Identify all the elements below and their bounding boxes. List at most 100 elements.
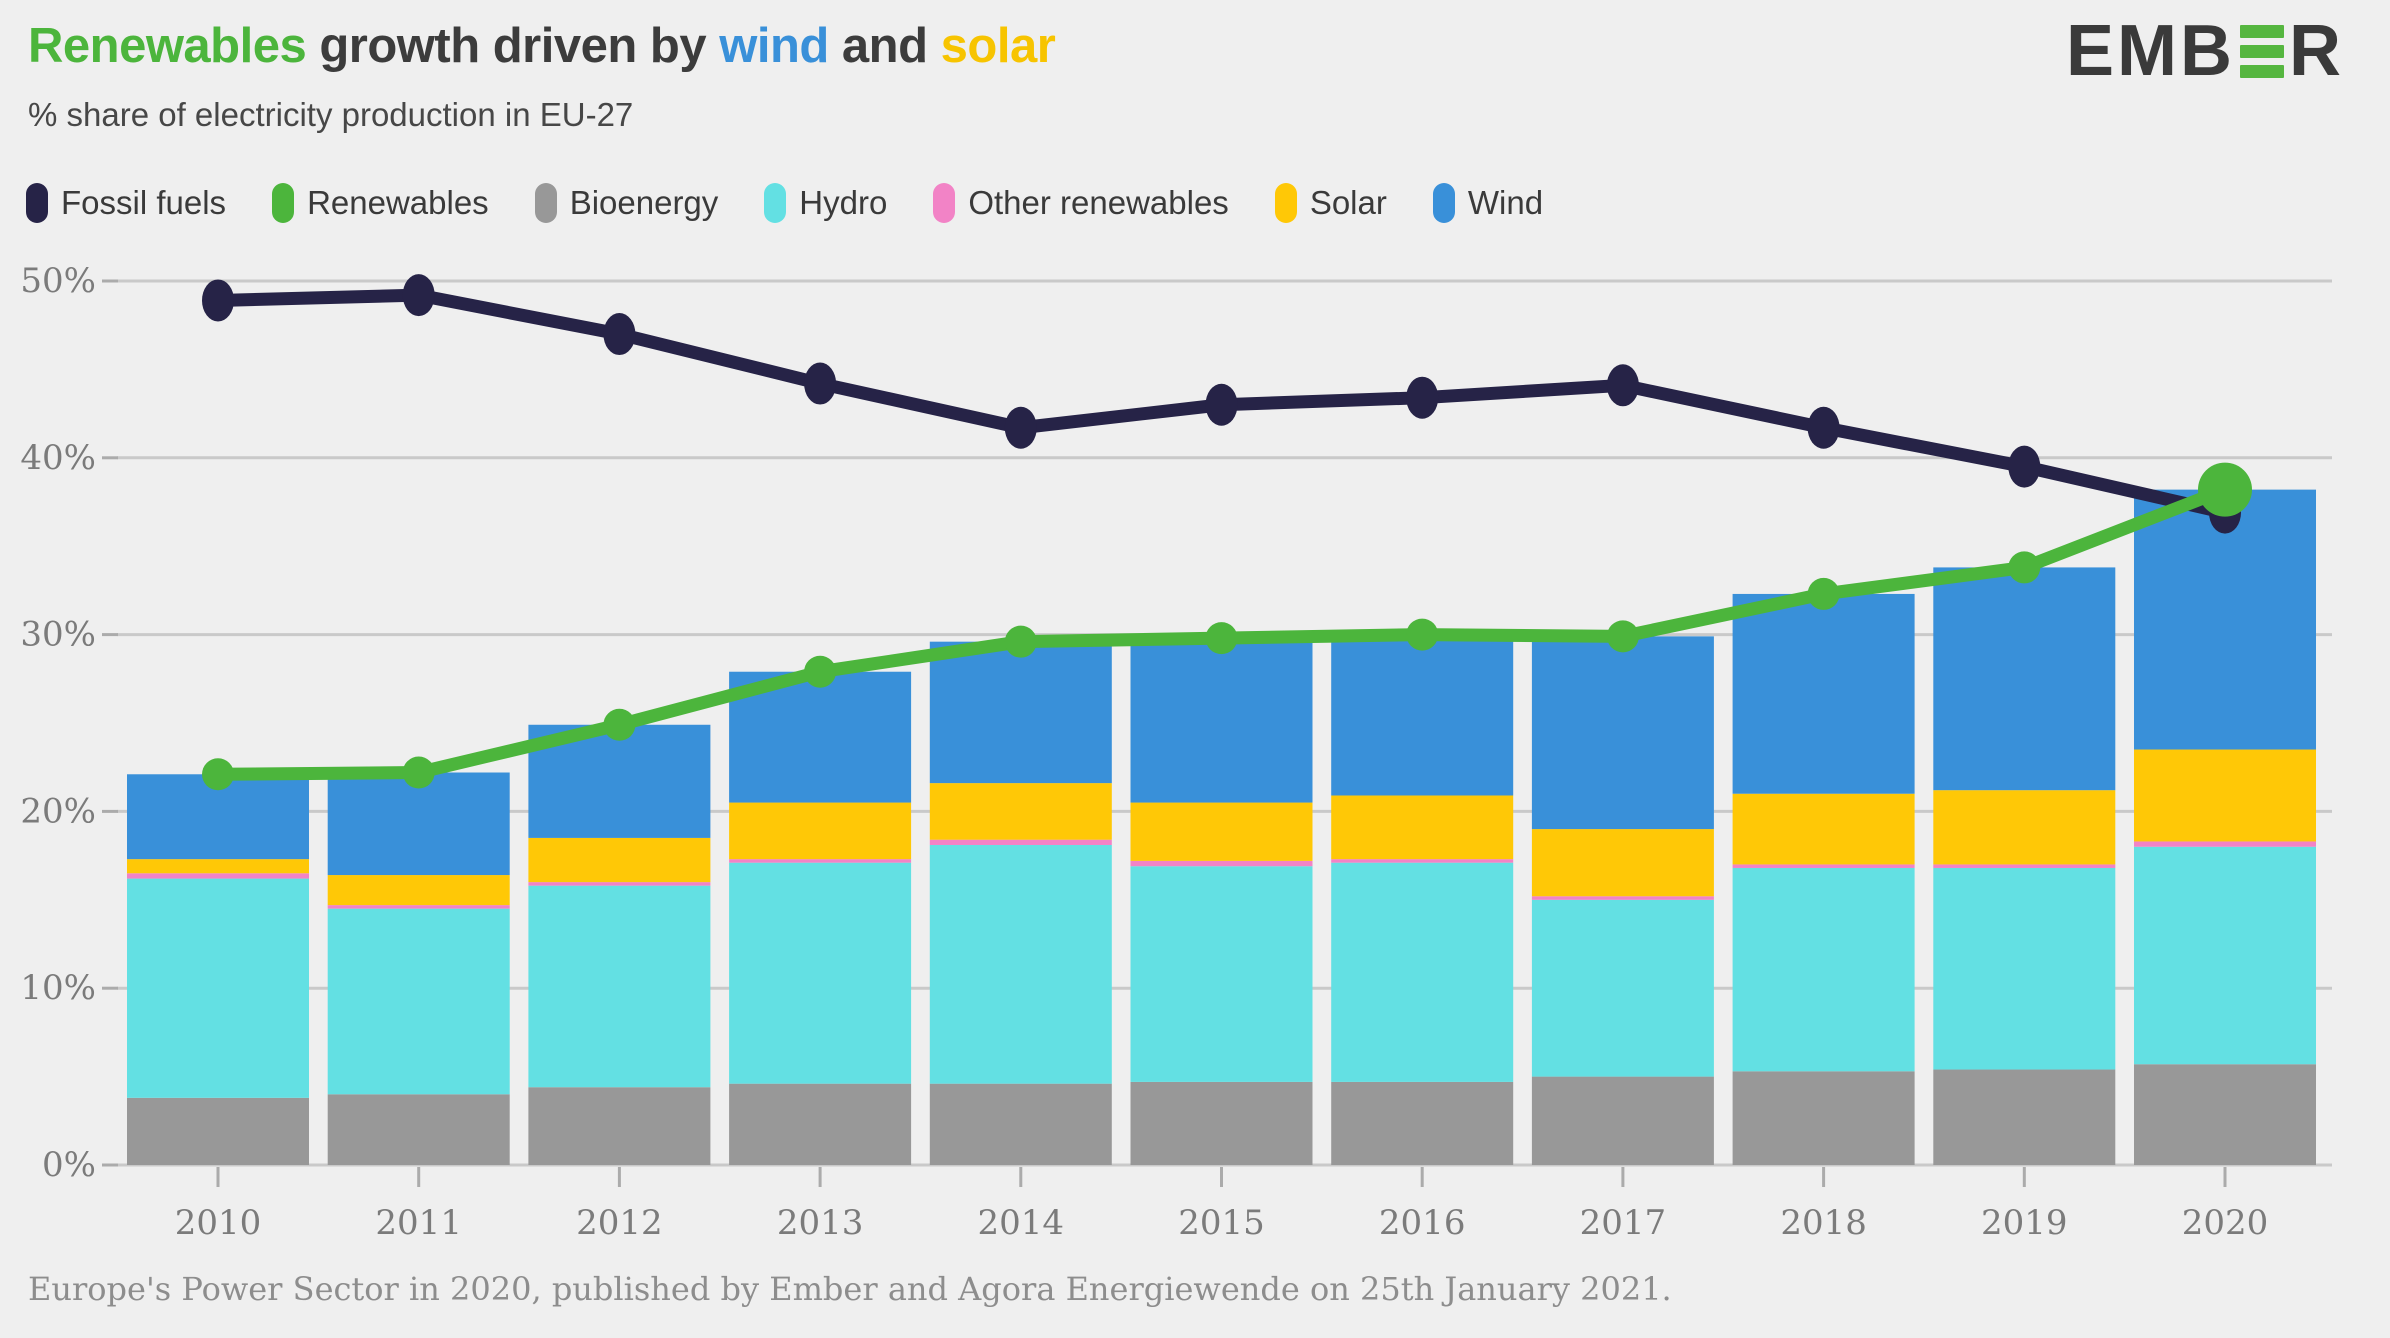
- bar-wind-2011: [327, 772, 510, 876]
- legend-item-solar: Solar: [1274, 183, 1387, 223]
- legend-swatch-renewables-icon: [272, 183, 295, 223]
- bar-bioenergy-2017: [1531, 1076, 1714, 1165]
- x-axis-label: 2016: [1379, 1203, 1466, 1243]
- bar-hydro-2011: [327, 908, 510, 1095]
- legend-swatch-solar-icon: [1274, 183, 1297, 223]
- x-axis-label: 2019: [1981, 1203, 2068, 1243]
- title-part--growth-driven-by-: growth driven by: [306, 19, 720, 73]
- x-axis-label: 2013: [777, 1203, 864, 1243]
- bar-solar-2017: [1531, 829, 1714, 897]
- bar-wind-2015: [1130, 638, 1313, 803]
- point-renewables-2011: [402, 756, 435, 789]
- bar-other-renewables-2019: [1933, 864, 2116, 868]
- bar-wind-2017: [1531, 636, 1714, 830]
- legend-item-renewables: Renewables: [272, 183, 489, 223]
- bar-solar-2016: [1331, 795, 1514, 860]
- y-axis-label: 40%: [20, 438, 96, 478]
- bar-solar-2013: [729, 802, 912, 860]
- bar-wind-2018: [1732, 593, 1915, 794]
- legend-swatch-bioenergy-icon: [534, 183, 557, 223]
- legend-item-wind: Wind: [1432, 183, 1544, 223]
- point-renewables-2014: [1004, 625, 1037, 658]
- bar-bioenergy-2020: [2134, 1064, 2316, 1165]
- bar-hydro-2010: [127, 878, 309, 1098]
- bar-hydro-2019: [1933, 867, 2116, 1070]
- y-axis-label: 10%: [20, 968, 96, 1008]
- legend-swatch-fossil-fuels-icon: [26, 183, 48, 223]
- point-renewables-2013: [804, 655, 837, 688]
- legend-label: Bioenergy: [569, 184, 719, 221]
- logo-green-e-icon: [2240, 24, 2284, 78]
- bar-other-renewables-2012: [528, 882, 711, 886]
- x-axis-label: 2015: [1178, 1203, 1265, 1243]
- bar-wind-2019: [1933, 567, 2116, 791]
- bar-hydro-2016: [1331, 862, 1514, 1082]
- bar-bioenergy-2013: [729, 1083, 912, 1165]
- bar-solar-2010: [127, 859, 309, 874]
- bar-bioenergy-2012: [528, 1087, 711, 1165]
- bar-solar-2015: [1130, 802, 1313, 861]
- bar-hydro-2015: [1130, 866, 1313, 1082]
- chart-subtitle: % share of electricity production in EU-…: [28, 96, 634, 133]
- legend-swatch-wind-icon: [1432, 183, 1455, 223]
- bar-bioenergy-2019: [1933, 1069, 2116, 1165]
- point-fossil-fuels-2017: [1606, 364, 1639, 407]
- point-renewables-2012: [603, 708, 636, 741]
- x-axis-label: 2010: [175, 1203, 262, 1243]
- bar-other-renewables-2018: [1732, 864, 1915, 868]
- y-axis-label: 50%: [20, 261, 96, 301]
- point-renewables-2015: [1205, 622, 1238, 655]
- point-fossil-fuels-2011: [402, 274, 435, 317]
- point-renewables-2010: [202, 758, 234, 791]
- bar-bioenergy-2014: [929, 1083, 1112, 1165]
- bar-other-renewables-2013: [729, 859, 912, 863]
- legend-swatch-other-renewables-icon: [933, 183, 956, 223]
- legend-label: Hydro: [799, 184, 888, 221]
- bar-other-renewables-2015: [1130, 860, 1313, 867]
- bar-hydro-2020: [2134, 846, 2316, 1065]
- chart-legend: Fossil fuels Renewables Bioenergy Hydro Othe…: [26, 183, 2350, 223]
- bar-other-renewables-2011: [327, 905, 510, 909]
- legend-label: Fossil fuels: [61, 184, 227, 221]
- logo-text-right: R: [2289, 11, 2344, 91]
- legend-item-bioenergy: Bioenergy: [534, 183, 719, 223]
- title-part-wind: wind: [719, 19, 829, 73]
- x-axis-label: 2012: [576, 1203, 663, 1243]
- bar-other-renewables-2014: [929, 839, 1112, 845]
- bar-wind-2014: [929, 641, 1112, 784]
- y-axis-label: 0%: [42, 1145, 96, 1185]
- legend-label: Wind: [1467, 184, 1544, 221]
- bar-other-renewables-2020: [2134, 841, 2316, 847]
- page-title: Renewables growth driven by wind and sol…: [28, 18, 1056, 74]
- bar-wind-2016: [1331, 634, 1514, 796]
- point-fossil-fuels-2015: [1205, 383, 1238, 426]
- point-fossil-fuels-2010: [202, 279, 234, 322]
- bar-solar-2020: [2134, 749, 2316, 842]
- x-axis-label: 2020: [2182, 1203, 2269, 1243]
- legend-item-fossil-fuels: Fossil fuels: [26, 183, 226, 223]
- bar-bioenergy-2016: [1331, 1081, 1514, 1165]
- legend-swatch-hydro-icon: [764, 183, 787, 223]
- legend-item-other-renewables: Other renewables: [933, 183, 1229, 223]
- bar-other-renewables-2017: [1531, 896, 1714, 900]
- bar-solar-2019: [1933, 790, 2116, 865]
- legend-item-hydro: Hydro: [764, 183, 887, 223]
- logo-text-left: EMB: [2066, 11, 2235, 91]
- bar-solar-2012: [528, 837, 711, 883]
- title-part-renewables: Renewables: [28, 19, 307, 73]
- x-axis-label: 2014: [978, 1203, 1065, 1243]
- point-renewables-2016: [1406, 618, 1439, 651]
- point-renewables-2017: [1606, 620, 1639, 653]
- y-axis-label: 30%: [20, 615, 96, 655]
- bar-bioenergy-2015: [1130, 1081, 1313, 1165]
- bar-solar-2014: [929, 783, 1112, 840]
- point-renewables-2020: [2198, 462, 2252, 517]
- bar-solar-2011: [327, 875, 510, 906]
- point-fossil-fuels-2014: [1004, 406, 1037, 449]
- point-renewables-2018: [1807, 577, 1840, 610]
- bar-hydro-2012: [528, 885, 711, 1088]
- bar-hydro-2017: [1531, 899, 1714, 1077]
- bar-hydro-2013: [729, 862, 912, 1084]
